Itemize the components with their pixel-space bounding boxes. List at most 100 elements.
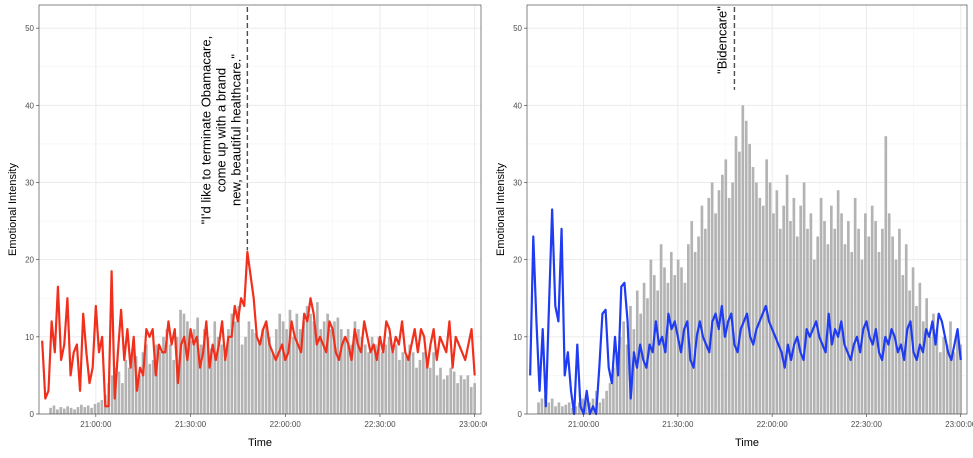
bar — [69, 407, 73, 414]
plot-border — [526, 4, 968, 415]
x-tick-label: 22:30:00 — [364, 420, 396, 429]
bar — [247, 321, 251, 414]
bar — [894, 259, 898, 414]
bar — [209, 348, 213, 414]
bar — [578, 402, 581, 414]
bar — [881, 228, 884, 414]
bar — [97, 402, 100, 414]
bar — [333, 321, 336, 414]
bar — [463, 379, 466, 414]
bar — [456, 383, 459, 414]
bar — [809, 213, 813, 414]
bar — [751, 167, 755, 414]
y-tick-label: 50 — [25, 24, 34, 33]
bar — [935, 329, 939, 414]
bar — [690, 221, 694, 414]
bar — [785, 174, 789, 414]
x-tick-label: 21:30:00 — [175, 420, 207, 429]
chart-left-svg: "I'd like to terminate Obamacare, come up… — [7, 4, 491, 449]
bar — [350, 344, 353, 414]
bar — [952, 352, 956, 414]
bar — [319, 329, 323, 414]
bar — [76, 407, 80, 414]
bar — [192, 329, 196, 414]
bar — [138, 375, 141, 414]
bar — [343, 336, 347, 414]
bar — [649, 259, 653, 414]
bar — [758, 197, 762, 414]
y-tick-label: 0 — [30, 410, 35, 419]
bar — [659, 244, 663, 414]
bar — [206, 336, 210, 414]
bar — [93, 403, 97, 414]
bar — [367, 352, 370, 414]
bar — [768, 182, 772, 414]
bar — [203, 329, 206, 414]
bar — [877, 251, 881, 414]
annotation-text-line: new, beautiful healthcare." — [228, 54, 243, 206]
bar — [329, 329, 333, 414]
bar — [278, 313, 282, 414]
bar — [288, 309, 292, 414]
x-tick-label: 22:00:00 — [270, 420, 302, 429]
bar — [316, 302, 319, 414]
bar — [622, 321, 625, 414]
x-tick-label: 21:00:00 — [80, 420, 112, 429]
bar — [867, 236, 871, 414]
bar — [792, 197, 796, 414]
bar — [639, 313, 642, 414]
bar — [374, 344, 377, 414]
annotation-text-line: "Bidencare" — [714, 6, 729, 74]
bar — [601, 398, 605, 414]
bar — [755, 182, 758, 414]
bar — [574, 406, 578, 414]
y-tick-label: 50 — [513, 24, 522, 33]
bar — [131, 352, 134, 414]
bar — [124, 359, 128, 414]
bar — [744, 120, 748, 415]
bar — [240, 344, 244, 414]
chart-panel-right: "Bidencare" 0 10 20 30 40 50 21:00:00 21:30:00 22… — [487, 0, 973, 453]
bar — [717, 190, 721, 414]
bar — [891, 236, 894, 414]
bar — [428, 367, 432, 414]
y-tick-label: 40 — [25, 101, 34, 110]
bar — [257, 340, 261, 414]
bar — [632, 329, 636, 414]
chart-right-svg: "Bidencare" 0 10 20 30 40 50 21:00:00 21:30:00 22… — [495, 4, 973, 449]
bar — [261, 329, 264, 414]
bar — [151, 359, 155, 414]
bar — [561, 406, 564, 414]
y-tick-label: 10 — [25, 333, 34, 342]
y-tick-label: 10 — [513, 333, 522, 342]
bar — [432, 352, 435, 414]
bar — [370, 336, 374, 414]
bar — [227, 329, 230, 414]
bar — [806, 228, 809, 414]
y-tick-label: 20 — [25, 256, 34, 265]
annotation-quote: "I'd like to terminate Obamacare, come up… — [198, 36, 243, 224]
bar — [802, 182, 806, 414]
bar — [145, 344, 148, 414]
bar — [795, 236, 799, 414]
bar — [322, 321, 326, 414]
bar — [415, 367, 418, 414]
bar — [853, 197, 857, 414]
x-tick-label: 21:30:00 — [662, 420, 694, 429]
bar — [162, 336, 165, 414]
series-line — [529, 208, 962, 416]
bar — [168, 344, 172, 414]
bar — [466, 375, 470, 414]
bar — [731, 182, 734, 414]
bar — [704, 228, 707, 414]
bar — [339, 329, 343, 414]
bar — [887, 213, 891, 414]
bar — [540, 398, 544, 414]
bar — [360, 336, 364, 414]
bar — [230, 313, 234, 414]
bar — [233, 321, 237, 414]
bar — [381, 352, 384, 414]
bar — [666, 282, 670, 414]
bar — [363, 344, 367, 414]
